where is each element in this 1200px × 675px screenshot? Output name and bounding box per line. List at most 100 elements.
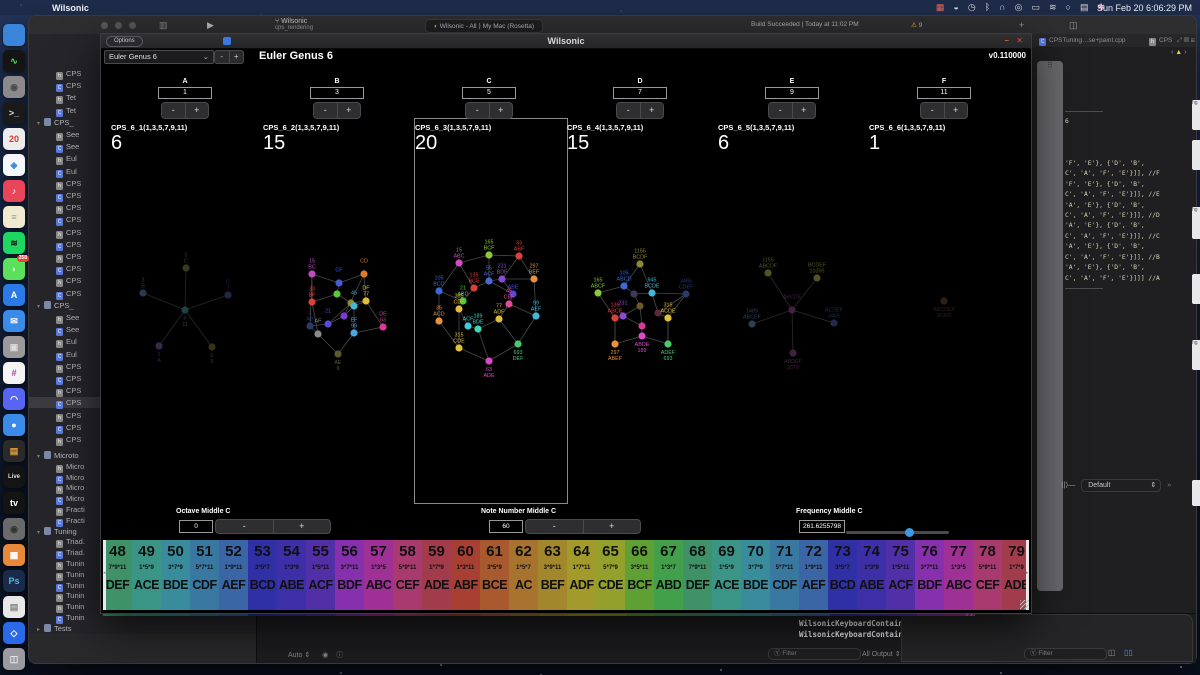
- diagram-node[interactable]: [664, 340, 671, 347]
- key-49[interactable]: 491*5*9ACE: [132, 540, 162, 610]
- diagram-node[interactable]: [155, 342, 162, 349]
- diagram-node[interactable]: [308, 270, 315, 277]
- add-editor-button[interactable]: +: [1019, 20, 1024, 30]
- run-destination[interactable]: ◐ Wilsonic - All ⟩ My Mac (Rosetta): [425, 19, 543, 33]
- dock-icon-discord[interactable]: ◠: [3, 388, 25, 410]
- column-minus[interactable]: -: [162, 103, 185, 118]
- diagram-node[interactable]: [308, 298, 315, 305]
- code-text[interactable]: ――――――――――6 'F', 'E'}, {'D', 'B',C', 'A'…: [1065, 107, 1195, 294]
- column-stepper[interactable]: -+: [616, 102, 664, 119]
- frequency-field[interactable]: 261.6255798: [799, 520, 845, 533]
- cps-name[interactable]: CPS_6_3(1,3,5,7,9,11): [415, 123, 491, 132]
- key-77[interactable]: 771*3*5ABC: [944, 540, 974, 610]
- spotlight-icon[interactable]: ○: [1066, 2, 1071, 13]
- diagram-node[interactable]: [435, 317, 442, 324]
- diagram-node[interactable]: [224, 291, 231, 298]
- column-minus[interactable]: -: [769, 103, 792, 118]
- key-71[interactable]: 715*7*11CDF: [770, 540, 800, 610]
- dock-icon-preview-thumb[interactable]: ▣: [3, 336, 25, 358]
- diagram-node[interactable]: [139, 289, 146, 296]
- diagram-node[interactable]: [495, 315, 502, 322]
- keyboard-colors-icon[interactable]: ▦: [936, 2, 945, 13]
- column-plus[interactable]: +: [490, 103, 513, 118]
- key-61[interactable]: 613*5*9BCE: [480, 540, 510, 610]
- diagram-node[interactable]: [464, 322, 471, 329]
- dock-icon-notes[interactable]: ≡: [3, 206, 25, 228]
- octave-field[interactable]: 0: [179, 520, 213, 533]
- diagram-node[interactable]: [362, 297, 369, 304]
- diagram-node[interactable]: [789, 349, 796, 356]
- debug-pane-toggle-icons[interactable]: ▯▯: [1124, 648, 1133, 657]
- key-57[interactable]: 571*3*5ABC: [364, 540, 394, 610]
- breakpoint-icon[interactable]: ◉: [322, 652, 328, 659]
- note-plus[interactable]: +: [584, 520, 641, 533]
- key-67[interactable]: 671*3*7ABD: [654, 540, 684, 610]
- warning-count[interactable]: ⚠ 9: [911, 21, 922, 29]
- dock-icon-mail[interactable]: ✉: [3, 310, 25, 332]
- column-stepper[interactable]: -+: [920, 102, 968, 119]
- column-plus[interactable]: +: [793, 103, 816, 118]
- note-stepper[interactable]: -+: [525, 519, 641, 534]
- clock-icon[interactable]: ◷: [968, 2, 976, 13]
- column-value-field[interactable]: 3: [310, 87, 364, 99]
- diagram-node[interactable]: [474, 325, 481, 332]
- dock-icon-photo-booth[interactable]: ◉: [3, 518, 25, 540]
- diagram-node[interactable]: [340, 312, 347, 319]
- dock-icon-trash[interactable]: ◫: [3, 648, 25, 670]
- dock-icon-messages[interactable]: ◗258: [3, 258, 25, 280]
- auto-dropdown-icon[interactable]: ⇕: [304, 652, 310, 659]
- key-76[interactable]: 763*7*11BDF: [915, 540, 945, 610]
- diagram-node[interactable]: [455, 344, 462, 351]
- preset-dropdown[interactable]: Euler Genus 6 ⌄: [104, 50, 214, 64]
- diagram-node[interactable]: [306, 322, 313, 329]
- zoom-traffic-light[interactable]: [129, 22, 136, 29]
- key-70[interactable]: 703*7*9BDE: [741, 540, 771, 610]
- dock-icon-music[interactable]: ♪: [3, 180, 25, 202]
- key-50[interactable]: 503*7*9BDE: [161, 540, 191, 610]
- diagram-node[interactable]: [611, 340, 618, 347]
- diagram-node[interactable]: [630, 290, 637, 297]
- diagram-node[interactable]: [648, 289, 655, 296]
- column-value-field[interactable]: 1: [158, 87, 212, 99]
- preset-plus[interactable]: +: [230, 51, 244, 63]
- dock-icon-audio-app[interactable]: ∿: [3, 50, 25, 72]
- dock-icon-text-doc-app[interactable]: ▤: [3, 596, 25, 618]
- column-stepper[interactable]: -+: [161, 102, 209, 119]
- key-66[interactable]: 663*5*11BCF: [625, 540, 655, 610]
- column-plus[interactable]: +: [945, 103, 968, 118]
- key-68[interactable]: 687*9*11DEF: [683, 540, 713, 610]
- octave-stepper[interactable]: -+: [215, 519, 331, 534]
- dock-icon-slack[interactable]: #: [3, 362, 25, 384]
- diagram-node[interactable]: [350, 302, 357, 309]
- column-minus[interactable]: -: [314, 103, 337, 118]
- preset-minus[interactable]: -: [215, 51, 229, 63]
- diagram-node[interactable]: [620, 282, 627, 289]
- diagram-node[interactable]: [350, 329, 357, 336]
- wilsonic-titlebar[interactable]: Wilsonic Options − ✕: [101, 34, 1031, 49]
- cps-diagram-6[interactable]: ABCDEF10395: [867, 236, 1021, 386]
- diagram-node[interactable]: [594, 289, 601, 296]
- minimize-button[interactable]: −: [1004, 36, 1009, 45]
- info-icon[interactable]: ⓘ: [336, 652, 343, 659]
- default-dropdown[interactable]: Default⇕: [1081, 479, 1161, 492]
- dock-icon-books[interactable]: ▤: [3, 440, 25, 462]
- diagram-node[interactable]: [435, 287, 442, 294]
- diagram-node[interactable]: [748, 320, 755, 327]
- dock-icon-photoshop[interactable]: Ps: [3, 570, 25, 592]
- key-53[interactable]: 533*5*7BCD: [248, 540, 278, 610]
- preset-stepper[interactable]: -+: [214, 50, 244, 64]
- key-69[interactable]: 691*5*9ACE: [712, 540, 742, 610]
- key-74[interactable]: 741*3*9ABE: [857, 540, 887, 610]
- column-minus[interactable]: -: [921, 103, 944, 118]
- cps-diagram-3[interactable]: 165BCF15ABC33ABF135BCE55ACF231BDF297BEF1…: [412, 236, 566, 386]
- diagram-node[interactable]: [788, 306, 795, 313]
- diagram-node[interactable]: [324, 320, 331, 327]
- app-menu-title[interactable]: Wilsonic: [52, 3, 89, 13]
- editor-tab[interactable]: CCPSTuning…se+paint.cpp: [1039, 37, 1126, 46]
- bluetooth-icon[interactable]: ᛒ: [985, 2, 990, 13]
- dock-icon-safari[interactable]: ◈: [3, 154, 25, 176]
- column-stepper[interactable]: -+: [313, 102, 361, 119]
- column-stepper[interactable]: -+: [768, 102, 816, 119]
- record-icon[interactable]: ◎: [1015, 2, 1023, 13]
- column-plus[interactable]: +: [186, 103, 209, 118]
